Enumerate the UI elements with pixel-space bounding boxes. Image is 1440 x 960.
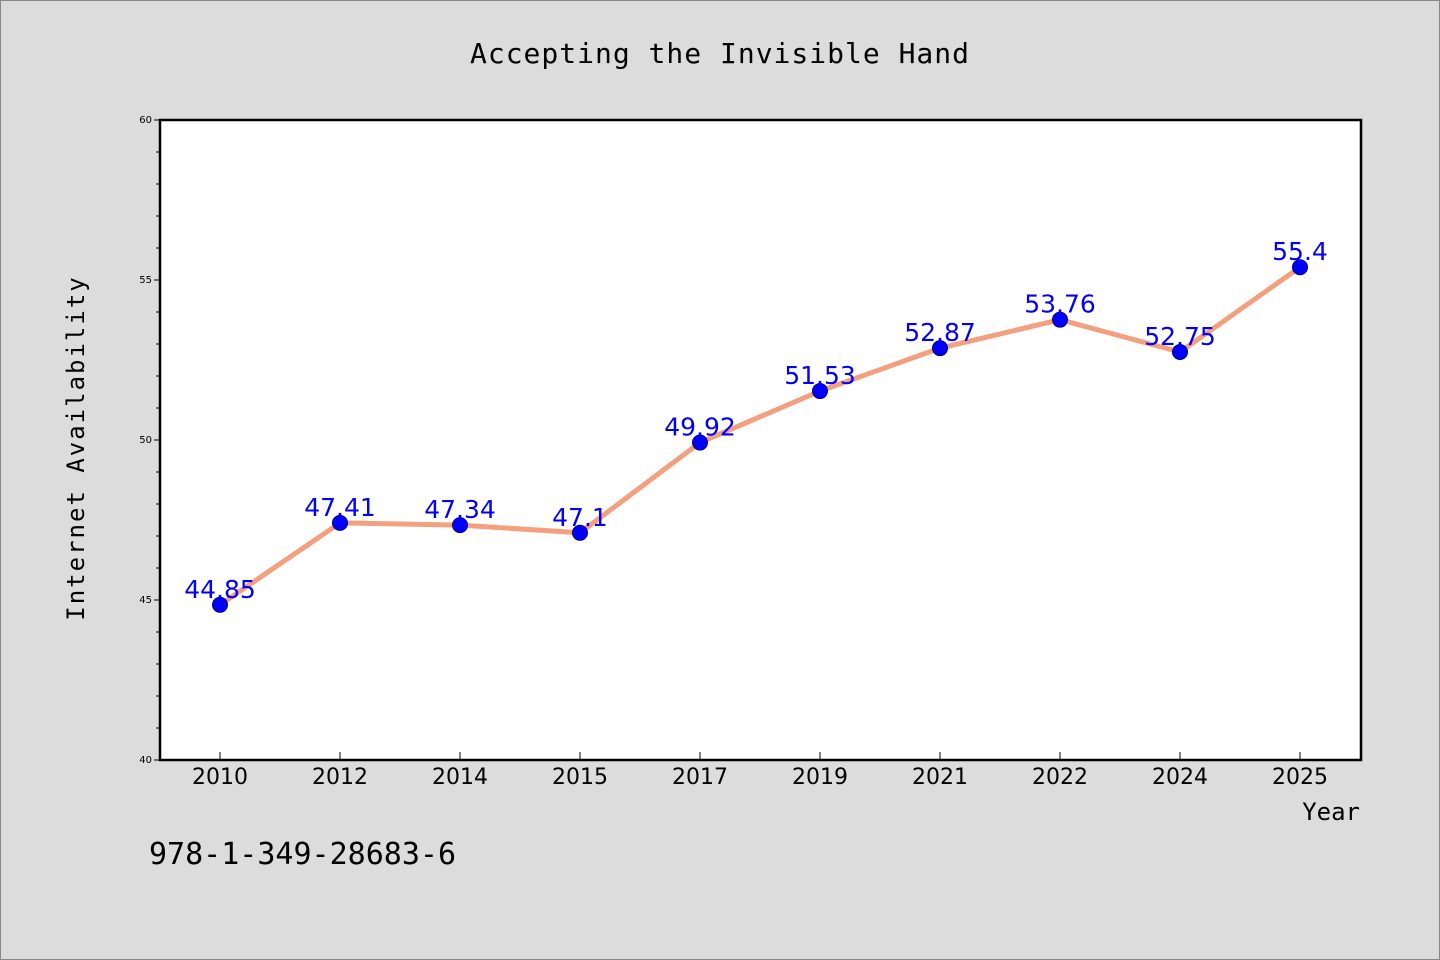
x-tick-label: 2019 (792, 765, 848, 790)
y-minor-ticks (156, 151, 160, 729)
x-tick-label: 2021 (912, 765, 968, 790)
data-point (692, 434, 708, 451)
x-tick-label: 2017 (672, 765, 728, 790)
isbn-code: 978-1-349-28683-6 (149, 837, 456, 872)
data-label: 44.85 (184, 575, 256, 604)
data-point (932, 340, 948, 357)
data-label: 51.53 (784, 361, 856, 390)
y-axis: 40 45 50 55 60 (139, 115, 160, 766)
series-line-group (217, 264, 1303, 608)
y-tick-label: 50 (139, 435, 152, 446)
data-point (452, 517, 468, 534)
series-line (217, 264, 1303, 608)
y-tick-label: 45 (139, 595, 152, 606)
data-point (572, 524, 588, 541)
data-label: 55.4 (1272, 237, 1328, 266)
data-label: 47.1 (552, 503, 608, 532)
x-tick-label: 2010 (192, 765, 248, 790)
y-tick-label: 60 (139, 115, 152, 126)
y-tick-label: 40 (139, 755, 152, 766)
x-tick-label: 2014 (432, 765, 488, 790)
x-tick-label: 2024 (1152, 765, 1208, 790)
data-point (1052, 311, 1068, 328)
data-point (1292, 259, 1308, 276)
y-axis-label: Internet Availability (62, 275, 90, 620)
data-label: 53.76 (1024, 290, 1096, 319)
plot-area (158, 118, 1363, 762)
y-tick-label: 55 (139, 275, 152, 286)
data-markers (212, 259, 1308, 613)
x-tick-label: 2012 (312, 765, 368, 790)
x-axis-label: Year (1302, 798, 1360, 826)
data-point (332, 514, 348, 531)
x-tick-label: 2015 (552, 765, 608, 790)
data-label: 52.75 (1144, 322, 1216, 351)
x-tick-label: 2022 (1032, 765, 1088, 790)
data-point (812, 383, 828, 400)
data-label: 47.34 (424, 495, 496, 524)
data-point (1172, 344, 1188, 360)
data-point (212, 596, 228, 613)
x-tick-label: 2025 (1272, 765, 1328, 790)
chart-title: Accepting the Invisible Hand (470, 37, 970, 70)
data-label: 47.41 (304, 493, 376, 522)
data-label: 52.87 (904, 318, 976, 347)
data-label: 49.92 (664, 413, 736, 442)
x-axis: 2010 2012 2014 2015 2017 2019 2021 2022 2024 2025 (192, 752, 1328, 790)
data-labels: 44.85 47.41 47.34 47.1 49.92 51.53 52.87 53.76 5… (184, 237, 1328, 604)
